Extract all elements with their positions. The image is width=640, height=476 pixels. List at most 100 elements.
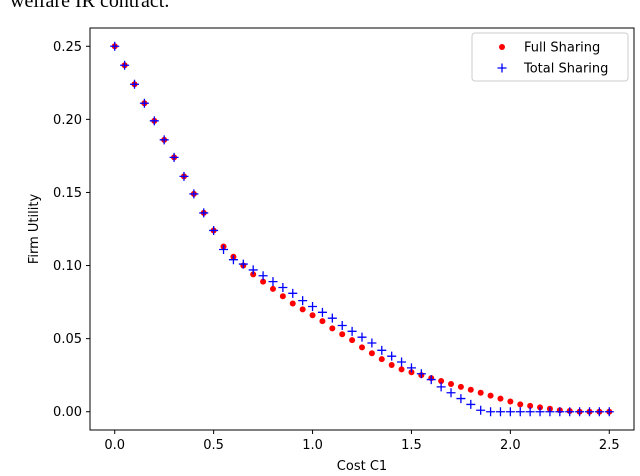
data-point bbox=[515, 407, 525, 417]
data-point bbox=[457, 383, 464, 390]
legend-label: Full Sharing bbox=[524, 41, 600, 56]
series-1 bbox=[110, 41, 614, 417]
data-point bbox=[169, 152, 179, 162]
x-tick-label: 0.0 bbox=[104, 438, 125, 453]
data-point bbox=[199, 208, 209, 218]
data-point bbox=[288, 288, 298, 298]
data-point bbox=[406, 363, 416, 373]
data-point bbox=[278, 282, 288, 292]
data-point bbox=[604, 407, 614, 417]
data-point bbox=[238, 259, 248, 269]
data-point bbox=[339, 331, 346, 338]
data-point bbox=[426, 375, 436, 385]
legend-label: Total Sharing bbox=[523, 62, 608, 77]
data-point bbox=[329, 325, 336, 332]
data-point bbox=[228, 255, 238, 265]
data-point bbox=[507, 398, 514, 405]
y-axis-label: Firm Utility bbox=[27, 194, 42, 265]
legend-marker bbox=[497, 63, 507, 73]
y-tick-label: 0.10 bbox=[53, 259, 82, 274]
series-0 bbox=[111, 43, 613, 415]
data-point bbox=[367, 338, 377, 348]
data-point bbox=[248, 265, 258, 275]
data-point bbox=[139, 98, 149, 108]
data-point bbox=[279, 293, 286, 300]
data-point bbox=[120, 60, 130, 70]
data-point bbox=[368, 350, 375, 357]
data-point bbox=[438, 378, 445, 385]
data-point bbox=[594, 407, 604, 417]
data-point bbox=[179, 171, 189, 181]
data-point bbox=[317, 307, 327, 317]
data-point bbox=[337, 320, 347, 330]
x-axis-label: Cost C1 bbox=[337, 459, 387, 474]
data-point bbox=[388, 361, 395, 368]
legend: Full Sharing Total Sharing bbox=[471, 32, 629, 82]
x-tick-label: 2.5 bbox=[599, 438, 620, 453]
data-point bbox=[397, 357, 407, 367]
data-point bbox=[456, 394, 466, 404]
data-point bbox=[289, 300, 296, 307]
data-point bbox=[527, 402, 534, 409]
x-tick-label: 2.0 bbox=[500, 438, 521, 453]
data-point bbox=[466, 399, 476, 409]
data-point bbox=[130, 79, 140, 89]
y-tick-label: 0.15 bbox=[53, 186, 82, 201]
axes-frame bbox=[89, 27, 635, 431]
y-tick-label: 0.00 bbox=[53, 405, 82, 420]
data-point bbox=[487, 392, 494, 399]
data-point bbox=[584, 407, 594, 417]
data-point bbox=[258, 271, 268, 281]
y-tick-label: 0.20 bbox=[53, 113, 82, 128]
data-point bbox=[378, 356, 385, 363]
data-point bbox=[476, 405, 486, 415]
data-point bbox=[495, 407, 505, 417]
x-tick-label: 1.0 bbox=[302, 438, 323, 453]
page-caption-fragment: welfare IR contract. bbox=[10, 0, 170, 12]
data-point bbox=[436, 382, 446, 392]
data-point bbox=[505, 407, 515, 417]
data-point bbox=[298, 296, 308, 306]
data-point bbox=[319, 318, 326, 325]
x-tick-label: 1.5 bbox=[401, 438, 422, 453]
data-point bbox=[299, 306, 306, 313]
data-point bbox=[347, 326, 357, 336]
y-tick-label: 0.25 bbox=[53, 40, 82, 55]
data-point bbox=[398, 366, 405, 373]
data-marks bbox=[110, 41, 614, 417]
data-point bbox=[189, 189, 199, 199]
data-point bbox=[448, 380, 455, 387]
plot-frame bbox=[89, 27, 635, 431]
y-tick-label: 0.05 bbox=[53, 332, 82, 347]
legend-box bbox=[471, 32, 629, 82]
data-point bbox=[309, 312, 316, 319]
data-point bbox=[446, 388, 456, 398]
data-point bbox=[517, 401, 524, 408]
data-point bbox=[416, 369, 426, 379]
data-point bbox=[269, 285, 276, 292]
data-point bbox=[268, 277, 278, 287]
data-point bbox=[349, 337, 356, 344]
data-point bbox=[467, 386, 474, 393]
data-point bbox=[308, 301, 318, 311]
x-tick-label: 0.5 bbox=[203, 438, 224, 453]
axis-ticks: 0.0 0.5 1.0 1.5 2.0 2.5 0.00 0.05 0.10 0.15 0.20 0.… bbox=[53, 40, 620, 453]
data-point bbox=[525, 407, 535, 417]
data-point bbox=[477, 389, 484, 396]
data-point bbox=[260, 278, 267, 285]
data-point bbox=[357, 332, 367, 342]
data-point bbox=[555, 407, 565, 417]
data-point bbox=[327, 313, 337, 323]
data-point bbox=[545, 407, 555, 417]
data-point bbox=[219, 244, 229, 254]
data-point bbox=[535, 407, 545, 417]
data-point bbox=[497, 395, 504, 402]
data-point bbox=[387, 351, 397, 361]
data-point bbox=[159, 135, 169, 145]
data-point bbox=[575, 407, 585, 417]
data-point bbox=[359, 344, 365, 351]
data-point bbox=[149, 116, 159, 126]
data-point bbox=[110, 41, 120, 51]
data-point bbox=[565, 407, 575, 417]
